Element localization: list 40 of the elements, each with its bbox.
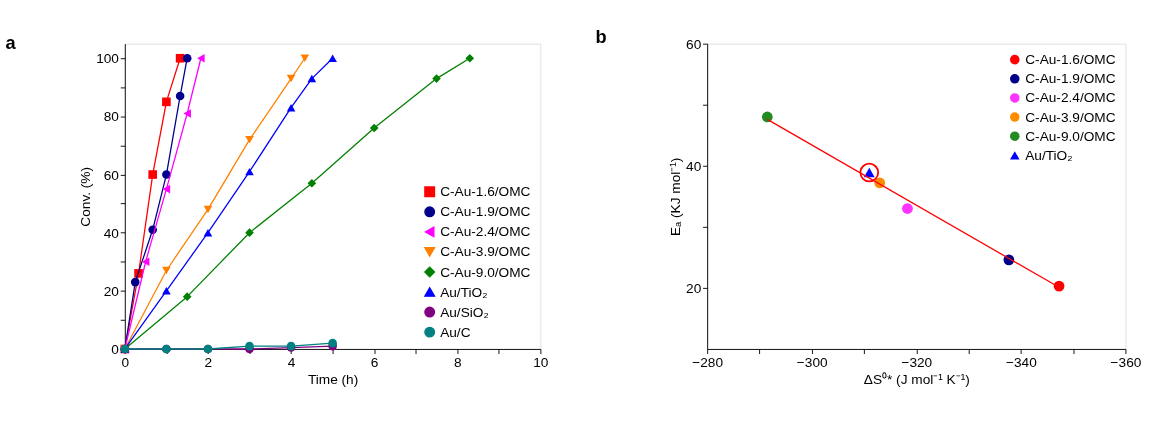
legend-label: C-Au-1.6/OMC	[440, 184, 531, 200]
y-tick-label: 80	[103, 109, 120, 125]
x-axis-title: ΔS⁰* (J mol⁻¹ K⁻¹)	[863, 372, 970, 388]
x-tick-label: −360	[1110, 354, 1142, 370]
x-tick-label: −300	[796, 354, 828, 370]
y-tick-label: 0	[111, 342, 120, 357]
legend-label: C-Au-1.6/OMC	[1025, 52, 1116, 68]
y-tick-label: 60	[686, 36, 702, 52]
legend-label: C-Au-9.0/OMC	[440, 264, 531, 280]
y-tick-label: 40	[103, 225, 120, 241]
x-tick-label: −340	[1005, 354, 1038, 370]
legend-label: Au/TiO₂	[1025, 147, 1073, 163]
legend-label: Au/SiO₂	[440, 304, 489, 320]
x-tick-label: 10	[533, 354, 549, 370]
x-tick-label: −320	[901, 354, 933, 370]
x-tick-label: 4	[287, 354, 296, 370]
y-tick-label: 40	[686, 158, 702, 174]
y-tick-label: 60	[103, 167, 120, 183]
y-tick-label: 20	[103, 283, 120, 299]
y-tick-label: 20	[686, 280, 702, 296]
legend-label: C-Au-3.9/OMC	[440, 244, 531, 260]
legend-label: C-Au-2.4/OMC	[1025, 90, 1116, 106]
legend-label: C-Au-2.4/OMC	[440, 224, 531, 240]
y-axis-title: Eₐ (KJ mol⁻¹)	[667, 157, 683, 236]
y-axis-title: Conv. (%)	[77, 166, 93, 227]
legend-label: C-Au-9.0/OMC	[1025, 128, 1116, 144]
x-tick-label: 2	[204, 354, 213, 370]
legend-label: C-Au-3.9/OMC	[1025, 109, 1116, 125]
legend-label: Au/TiO₂	[440, 284, 488, 300]
x-tick-label: 8	[453, 354, 462, 370]
x-tick-label: 6	[370, 354, 379, 370]
legend-label: C-Au-1.9/OMC	[440, 204, 531, 220]
x-tick-label: −280	[692, 354, 724, 370]
chart-title: a	[5, 33, 17, 54]
legend-label: Au/C	[440, 324, 471, 340]
y-tick-label: 100	[96, 51, 120, 67]
x-axis-title: Time (h)	[307, 372, 359, 388]
x-tick-label: 0	[121, 354, 130, 370]
chart-title: b	[595, 26, 607, 47]
legend-label: C-Au-1.9/OMC	[1025, 71, 1116, 87]
